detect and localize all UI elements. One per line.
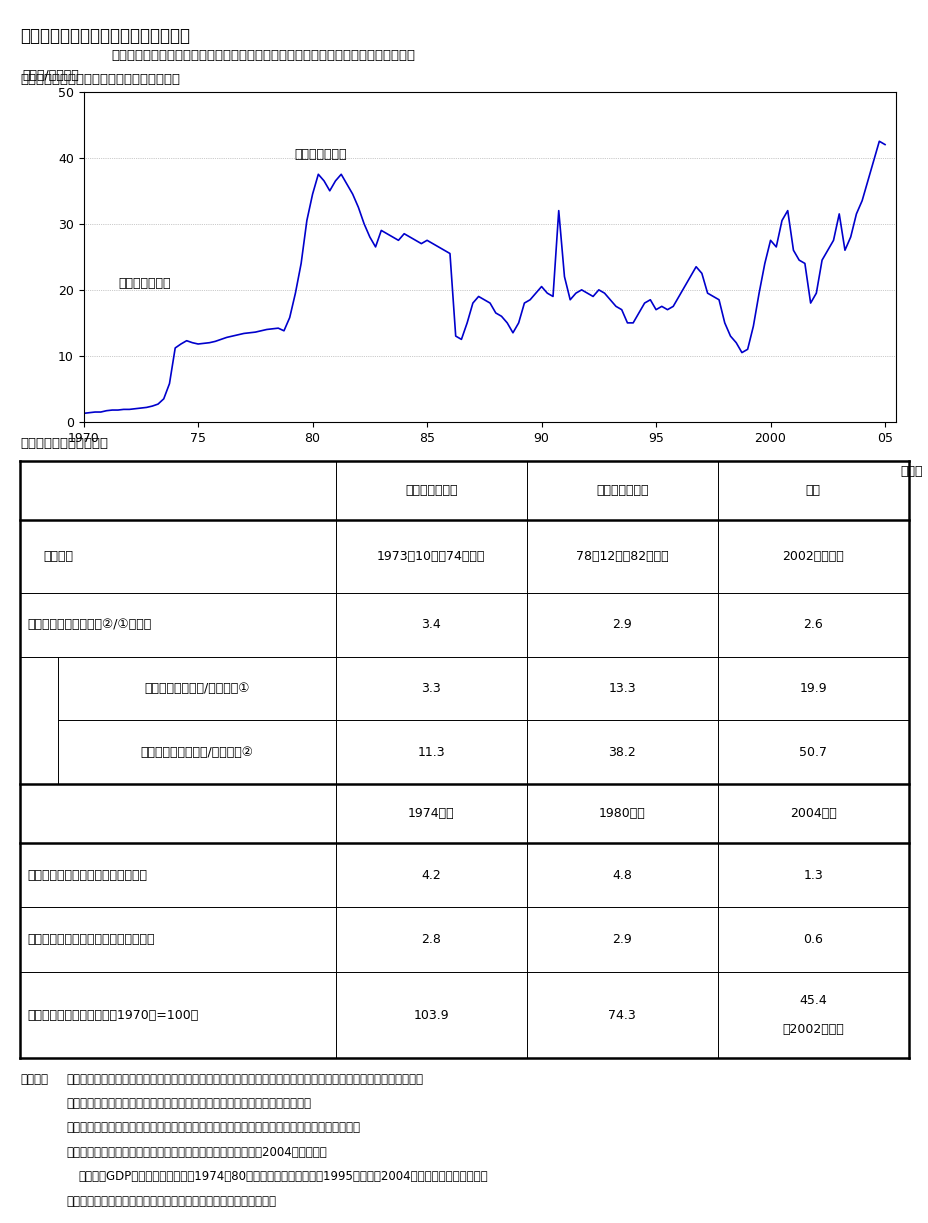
Text: （２）石油危機との比較: （２）石油危機との比較 <box>20 437 109 450</box>
Text: 原油輸入価格の変動（②/①、倍）: 原油輸入価格の変動（②/①、倍） <box>28 619 152 631</box>
Text: 74.3: 74.3 <box>608 1009 636 1021</box>
Text: 期間中の高値（ドル/バレル）②: 期間中の高値（ドル/バレル）② <box>140 746 253 758</box>
Text: 3.3: 3.3 <box>421 682 441 695</box>
Text: 1973年10月～74年８月: 1973年10月～74年８月 <box>377 550 484 563</box>
Text: 実質所得移転額（実質ＧＤＰ比、％）: 実質所得移転額（実質ＧＤＰ比、％） <box>28 933 155 947</box>
Text: 4.8: 4.8 <box>612 868 631 882</box>
Text: （ドル/バレル）: （ドル/バレル） <box>22 68 79 82</box>
Text: 11.3: 11.3 <box>417 746 445 758</box>
Text: （１）原油輸入価格の推移（四半期ベース）: （１）原油輸入価格の推移（四半期ベース） <box>20 73 180 87</box>
Text: 1974年度: 1974年度 <box>407 807 454 819</box>
Text: ２．原油輸入価格は為替レートの月中平均値にてドルベースに換算したもの。: ２．原油輸入価格は為替レートの月中平均値にてドルベースに換算したもの。 <box>67 1097 312 1110</box>
Text: 2004年度: 2004年度 <box>789 807 835 819</box>
Text: 第１－２－１表　原油価格高騰の比較: 第１－２－１表 原油価格高騰の比較 <box>20 27 190 45</box>
Text: 1.3: 1.3 <box>803 868 822 882</box>
Text: 2002年３月～: 2002年３月～ <box>781 550 843 563</box>
Text: ５．原油供給量は、一次エネルギー総供給の内訳（石油）を使用。: ５．原油供給量は、一次エネルギー総供給の内訳（石油）を使用。 <box>67 1195 277 1208</box>
Text: 時　　期: 時 期 <box>44 550 73 563</box>
Text: 2.9: 2.9 <box>612 933 631 947</box>
Text: 原油供給量／実質ＧＤＰ（1970年=100）: 原油供給量／実質ＧＤＰ（1970年=100） <box>28 1009 199 1021</box>
Text: 50.7: 50.7 <box>798 746 826 758</box>
Text: 2.8: 2.8 <box>420 933 441 947</box>
Text: 103.9: 103.9 <box>413 1009 448 1021</box>
Text: 第２次石油危機: 第２次石油危機 <box>294 148 346 160</box>
Text: 第２次石油危機: 第２次石油危機 <box>595 484 648 497</box>
Text: 38.2: 38.2 <box>608 746 636 758</box>
Text: ３．表中の「直前の価格」「期間中の高値」は、いずれも原油輸入価格の月間平均値ベース。: ３．表中の「直前の価格」「期間中の高値」は、いずれも原油輸入価格の月間平均値ベー… <box>67 1121 360 1135</box>
Text: 1980年度: 1980年度 <box>599 807 645 819</box>
Text: 2.6: 2.6 <box>803 619 822 631</box>
Text: 45.4: 45.4 <box>798 994 826 1007</box>
Text: 実質GDP等の値については、1974、80年度は固定基準年方式（1995暦年）、2004年度は連鎖方式による。: 実質GDP等の値については、1974、80年度は固定基準年方式（1995暦年）、… <box>78 1170 487 1184</box>
Text: 第１次石油危機: 第１次石油危機 <box>118 276 170 290</box>
Text: 直前の価格（ドル/バレル）①: 直前の価格（ドル/バレル）① <box>144 682 250 695</box>
Text: 13.3: 13.3 <box>608 682 636 695</box>
Text: ４．実質所得移転額の算出方法については、内閣府「日本経済2004」を参照。: ４．実質所得移転額の算出方法については、内閣府「日本経済2004」を参照。 <box>67 1146 328 1159</box>
Text: 2.9: 2.9 <box>612 619 631 631</box>
Text: （2002年度）: （2002年度） <box>781 1024 843 1036</box>
Text: 19.9: 19.9 <box>798 682 826 695</box>
Text: １．財務省「貿易統計」、内閣府「国民経済計算」、資源エネルギー庁「総合エネルギー統計」などにより作成。: １．財務省「貿易統計」、内閣府「国民経済計算」、資源エネルギー庁「総合エネルギー… <box>67 1073 423 1086</box>
Text: （年）: （年） <box>899 465 922 478</box>
Text: （備考）: （備考） <box>20 1073 48 1086</box>
Text: 今回: 今回 <box>805 484 819 497</box>
Text: 0.6: 0.6 <box>803 933 822 947</box>
Text: 4.2: 4.2 <box>421 868 441 882</box>
Text: エネルギー消費の効率化等により、石油危機時に比べて原油価格高騰の影響は小さい: エネルギー消費の効率化等により、石油危機時に比べて原油価格高騰の影響は小さい <box>111 49 415 62</box>
Text: 78年12月～82年４月: 78年12月～82年４月 <box>575 550 668 563</box>
Text: 原油輸入金額（名目ＧＤＰ比、％）: 原油輸入金額（名目ＧＤＰ比、％） <box>28 868 148 882</box>
Text: 3.4: 3.4 <box>421 619 441 631</box>
Text: 第１次石油危機: 第１次石油危機 <box>405 484 457 497</box>
